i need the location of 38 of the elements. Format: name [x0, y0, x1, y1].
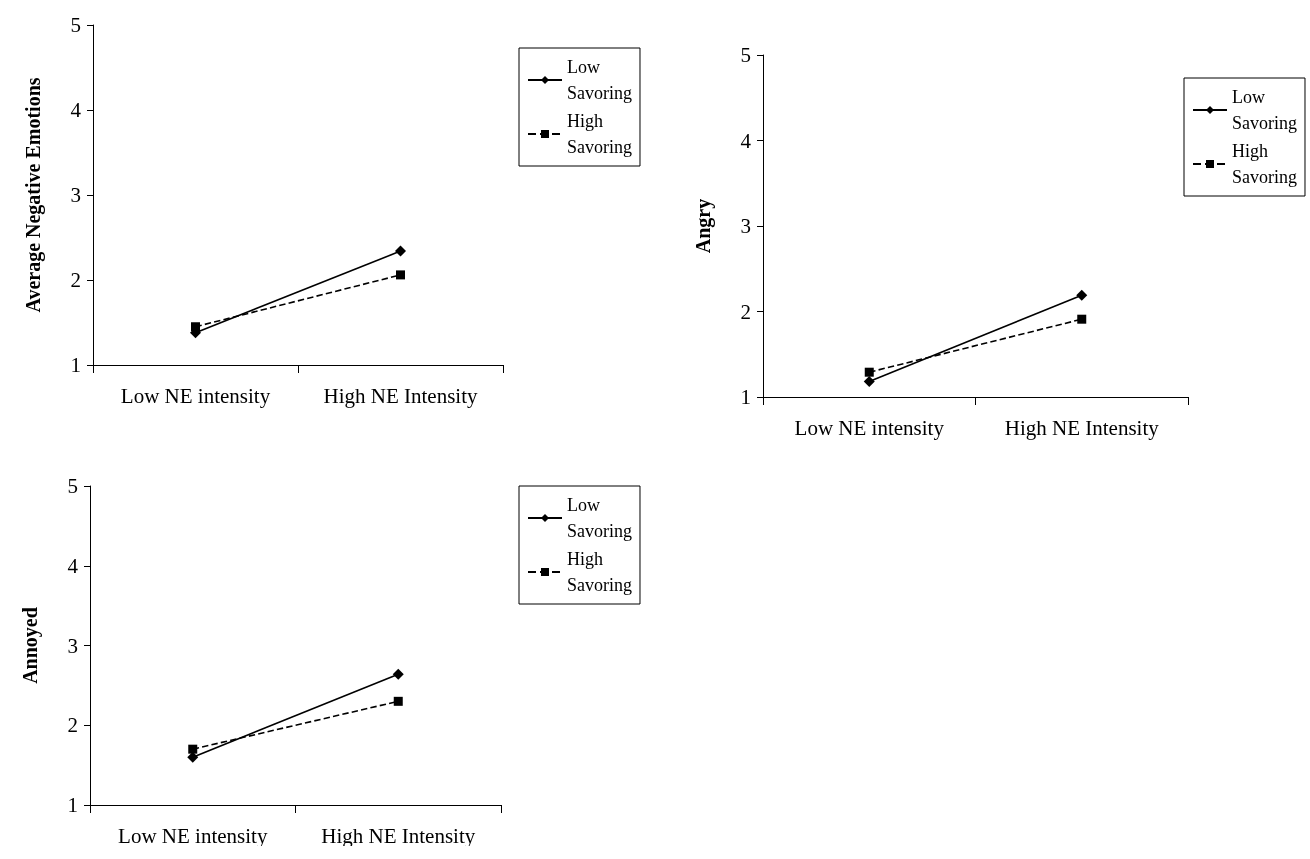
- y-axis-title: Annoyed: [19, 607, 42, 684]
- y-tick-label: 5: [67, 474, 78, 498]
- point: [393, 696, 403, 706]
- y-tick-label: 2: [70, 268, 81, 292]
- x-tick-label: Low NE intensity: [794, 415, 945, 440]
- legend-label: High Savoring: [567, 111, 632, 157]
- point: [191, 322, 200, 332]
- y-axis-title: Angry: [692, 198, 715, 254]
- y-tick-label: 3: [740, 214, 751, 238]
- point: [392, 668, 404, 680]
- point: [863, 376, 875, 388]
- y-tick-label: 1: [740, 385, 751, 409]
- y-tick-label: 1: [67, 793, 78, 817]
- y-tick-label: 2: [67, 713, 78, 738]
- point: [1076, 289, 1088, 301]
- point: [395, 245, 406, 257]
- legend-label: Low Savoring: [1232, 87, 1297, 133]
- y-tick-label: 4: [67, 553, 79, 578]
- x-tick-label: Low NE intensity: [120, 383, 271, 408]
- y-tick-label: 4: [740, 128, 752, 153]
- y-tick-label: 5: [70, 13, 81, 37]
- y-tick-label: 3: [67, 633, 78, 658]
- y-tick-label: 4: [70, 98, 82, 122]
- y-tick-label: 3: [70, 183, 81, 207]
- y-tick-label: 1: [70, 353, 81, 377]
- point: [396, 270, 405, 280]
- point: [864, 367, 874, 377]
- x-tick-label: High NE Intensity: [1004, 415, 1160, 440]
- point: [1077, 314, 1087, 324]
- point: [188, 744, 198, 754]
- legend-label: Low Savoring: [567, 57, 632, 103]
- legend-label: High Savoring: [1232, 141, 1297, 187]
- legend-label: High Savoring: [567, 549, 632, 595]
- x-tick-label: High NE Intensity: [323, 383, 478, 408]
- y-tick-label: 2: [740, 299, 751, 324]
- legend-label: Low Savoring: [567, 495, 632, 541]
- y-axis-title: Average Negative Emotions: [22, 77, 45, 313]
- y-tick-label: 5: [740, 43, 751, 67]
